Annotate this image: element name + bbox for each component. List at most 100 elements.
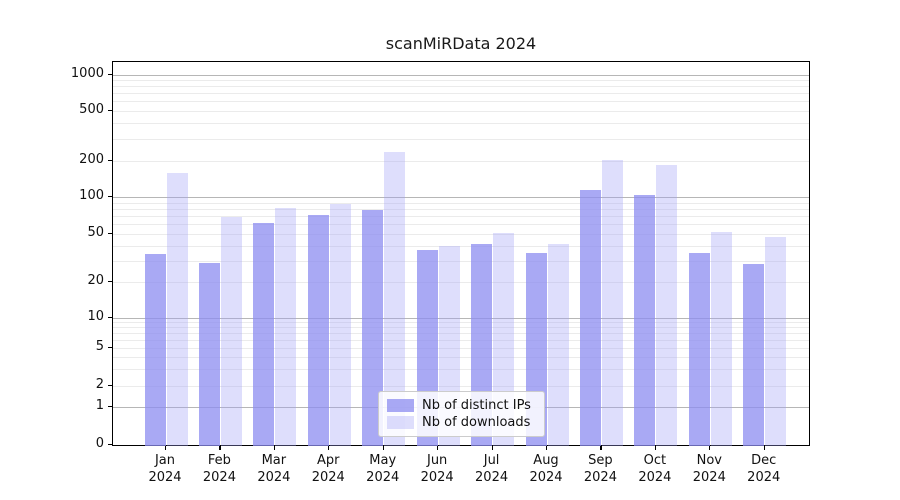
- minor-gridline: [113, 333, 809, 335]
- bar-downloads-may: [384, 151, 406, 446]
- legend-label-downloads: Nb of downloads: [422, 415, 531, 430]
- y-tick-label: 5: [95, 339, 104, 354]
- chart-title: scanMiRData 2024: [385, 34, 537, 53]
- x-tick-label: Nov 2024: [681, 452, 737, 486]
- minor-gridline: [113, 138, 809, 140]
- x-tick-label: May 2024: [355, 452, 411, 486]
- y-tick-mark: [108, 406, 112, 408]
- x-tick-year: 2024: [747, 470, 781, 485]
- x-tick-mark: [273, 446, 276, 450]
- minor-gridline: [113, 202, 809, 204]
- minor-gridline: [113, 339, 809, 341]
- x-tick-month: Jan: [154, 453, 176, 468]
- y-tick-label: 20: [87, 273, 104, 288]
- y-tick-label: 0: [95, 436, 104, 451]
- x-tick-mark: [219, 446, 221, 450]
- y-tick-mark: [108, 444, 112, 446]
- y-tick-label: 1: [95, 398, 104, 413]
- x-tick-label: Jan 2024: [137, 452, 193, 486]
- x-tick-month: Mar: [261, 453, 287, 468]
- x-tick-month: Oct: [643, 453, 667, 468]
- x-tick-label: Apr 2024: [300, 452, 356, 486]
- legend-swatch-downloads-icon: [387, 416, 414, 429]
- x-tick-month: Apr: [317, 453, 340, 468]
- minor-gridline: [113, 357, 809, 359]
- x-tick-month: Feb: [207, 453, 231, 468]
- minor-gridline: [113, 260, 809, 262]
- minor-gridline: [113, 348, 809, 349]
- x-tick-label: Jun 2024: [409, 452, 465, 486]
- legend-item-downloads: Nb of downloads: [387, 414, 536, 431]
- y-tick-mark: [108, 159, 112, 161]
- bar-downloads-dec: [765, 237, 787, 446]
- x-tick-mark: [382, 446, 384, 450]
- x-tick-month: Sep: [588, 453, 613, 468]
- x-tick-year: 2024: [638, 470, 672, 485]
- bar-downloads-apr: [329, 203, 351, 446]
- minor-gridline: [113, 234, 809, 235]
- x-tick-label: Feb 2024: [191, 452, 247, 486]
- x-tick-mark: [600, 446, 602, 450]
- x-tick-year: 2024: [311, 470, 345, 485]
- bar-downloads-mar: [275, 208, 297, 446]
- x-tick-mark: [654, 446, 657, 450]
- bar-distinct-ips-may: [362, 210, 384, 446]
- x-tick-label: Jul 2024: [464, 452, 520, 486]
- y-tick-mark: [108, 73, 112, 75]
- x-tick-label: Oct 2024: [627, 452, 683, 486]
- bar-distinct-ips-apr: [307, 214, 329, 446]
- x-tick-year: 2024: [202, 470, 236, 485]
- x-tick-year: 2024: [148, 470, 182, 485]
- y-tick-mark: [108, 196, 112, 198]
- minor-gridline: [113, 245, 809, 247]
- minor-gridline: [113, 111, 809, 112]
- x-tick-month: Jun: [426, 453, 448, 468]
- legend-swatch-distinct-ips-icon: [387, 399, 414, 412]
- minor-gridline: [113, 160, 809, 162]
- x-tick-year: 2024: [692, 470, 726, 485]
- minor-gridline: [113, 123, 809, 125]
- bar-downloads-nov: [710, 231, 732, 446]
- y-tick-label: 50: [87, 225, 104, 240]
- x-tick-label: Dec 2024: [736, 452, 792, 486]
- major-gridline: [113, 197, 809, 198]
- minor-gridline: [113, 385, 809, 387]
- x-tick-mark: [546, 446, 548, 450]
- x-tick-mark: [491, 446, 493, 450]
- y-tick-label: 2: [95, 376, 104, 392]
- x-tick-month: Dec: [751, 453, 777, 468]
- bar-distinct-ips-feb: [198, 262, 220, 446]
- y-tick-mark: [108, 233, 112, 235]
- x-tick-year: 2024: [257, 470, 291, 485]
- minor-gridline: [113, 322, 809, 324]
- bar-downloads-jan: [166, 172, 188, 446]
- x-tick-label: Aug 2024: [518, 452, 574, 486]
- x-tick-mark: [709, 446, 711, 450]
- minor-gridline: [113, 327, 809, 329]
- y-tick-label: 1000: [70, 65, 104, 81]
- minor-gridline: [113, 224, 809, 226]
- minor-gridline: [113, 93, 809, 95]
- bar-distinct-ips-jan: [144, 254, 166, 446]
- y-tick-mark: [108, 110, 112, 112]
- x-tick-year: 2024: [583, 470, 617, 485]
- x-tick-mark: [328, 446, 330, 450]
- y-tick-label: 500: [79, 102, 104, 117]
- y-tick-mark: [108, 384, 112, 386]
- x-tick-month: Jul: [483, 453, 500, 468]
- bar-downloads-feb: [220, 216, 242, 446]
- y-tick-mark: [108, 316, 112, 318]
- y-tick-label: 100: [79, 188, 104, 203]
- bar-downloads-oct: [656, 164, 678, 446]
- minor-gridline: [113, 86, 809, 88]
- bar-distinct-ips-dec: [743, 264, 765, 446]
- x-tick-year: 2024: [366, 470, 400, 485]
- legend: Nb of distinct IPs Nb of downloads: [378, 391, 545, 437]
- x-tick-mark: [437, 446, 439, 450]
- bar-downloads-aug: [547, 244, 569, 446]
- bar-distinct-ips-oct: [634, 194, 656, 446]
- minor-gridline: [113, 208, 809, 210]
- x-tick-year: 2024: [475, 470, 509, 485]
- bar-distinct-ips-nov: [688, 252, 710, 446]
